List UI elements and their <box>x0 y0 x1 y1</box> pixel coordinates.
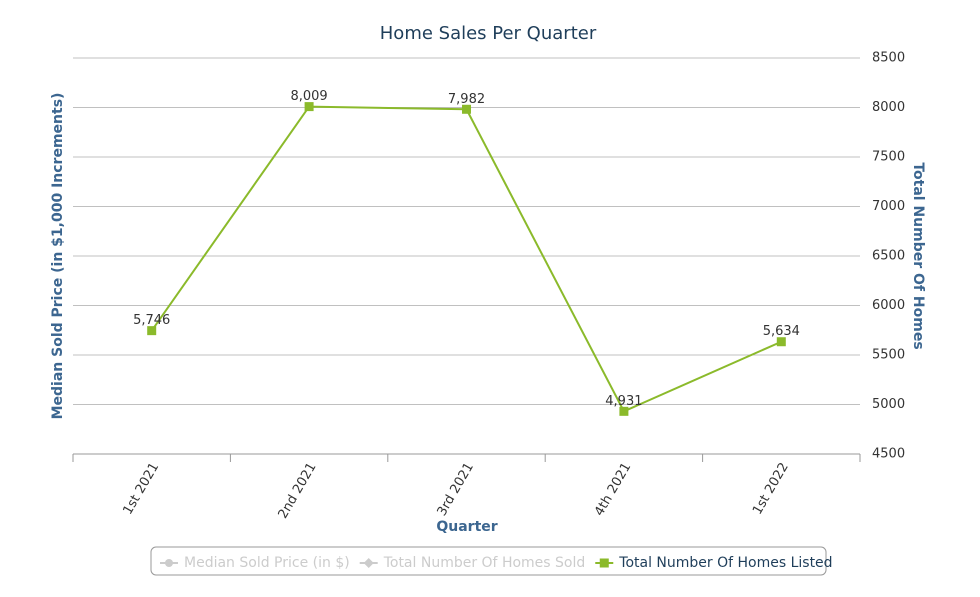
marker <box>304 102 314 112</box>
marker <box>619 406 629 416</box>
data-label: 5,746 <box>133 313 170 328</box>
x-tick-label: 2nd 2021 <box>276 460 320 521</box>
y2-tick-label: 6500 <box>872 249 905 264</box>
line <box>150 105 782 413</box>
legend-box <box>150 546 827 576</box>
marker <box>147 326 157 336</box>
data-label: 8,009 <box>290 89 327 104</box>
y2-tick-label: 8500 <box>872 51 905 66</box>
y-axis-title: Median Sold Price (in $1,000 Increments) <box>50 93 66 420</box>
x-tick-label: 4th 2021 <box>592 460 634 518</box>
y2-tick-label: 7500 <box>872 150 905 165</box>
data-label: 5,634 <box>763 324 800 339</box>
legend-marker <box>599 558 609 568</box>
x-tick-label: 1st 2022 <box>750 460 792 517</box>
y2-tick-label: 6000 <box>872 298 905 313</box>
data-label: 4,931 <box>605 394 642 409</box>
legend-item[interactable]: Total Number Of Homes Sold <box>383 555 586 571</box>
x-tick-label: 1st 2021 <box>121 460 163 517</box>
data-label: 7,982 <box>448 92 485 107</box>
y2-tick-label: 7000 <box>872 199 905 214</box>
x-axis-title: Quarter <box>436 519 497 535</box>
y2-tick-label: 5000 <box>872 397 905 412</box>
legend-marker <box>165 559 173 567</box>
y2-tick-label: 8000 <box>872 100 905 115</box>
legend-item[interactable]: Total Number Of Homes Listed <box>618 555 832 571</box>
y2-axis-title: Total Number Of Homes <box>910 162 926 349</box>
marker <box>462 104 471 114</box>
x-tick-label: 3rd 2021 <box>435 460 477 518</box>
marker <box>776 337 786 347</box>
chart-title: Home Sales Per Quarter <box>380 23 597 44</box>
legend-item[interactable]: Median Sold Price (in $) <box>184 555 350 571</box>
y2-tick-label: 5500 <box>872 348 905 363</box>
legend-marker <box>363 558 374 568</box>
y2-tick-label: 4500 <box>872 447 905 462</box>
